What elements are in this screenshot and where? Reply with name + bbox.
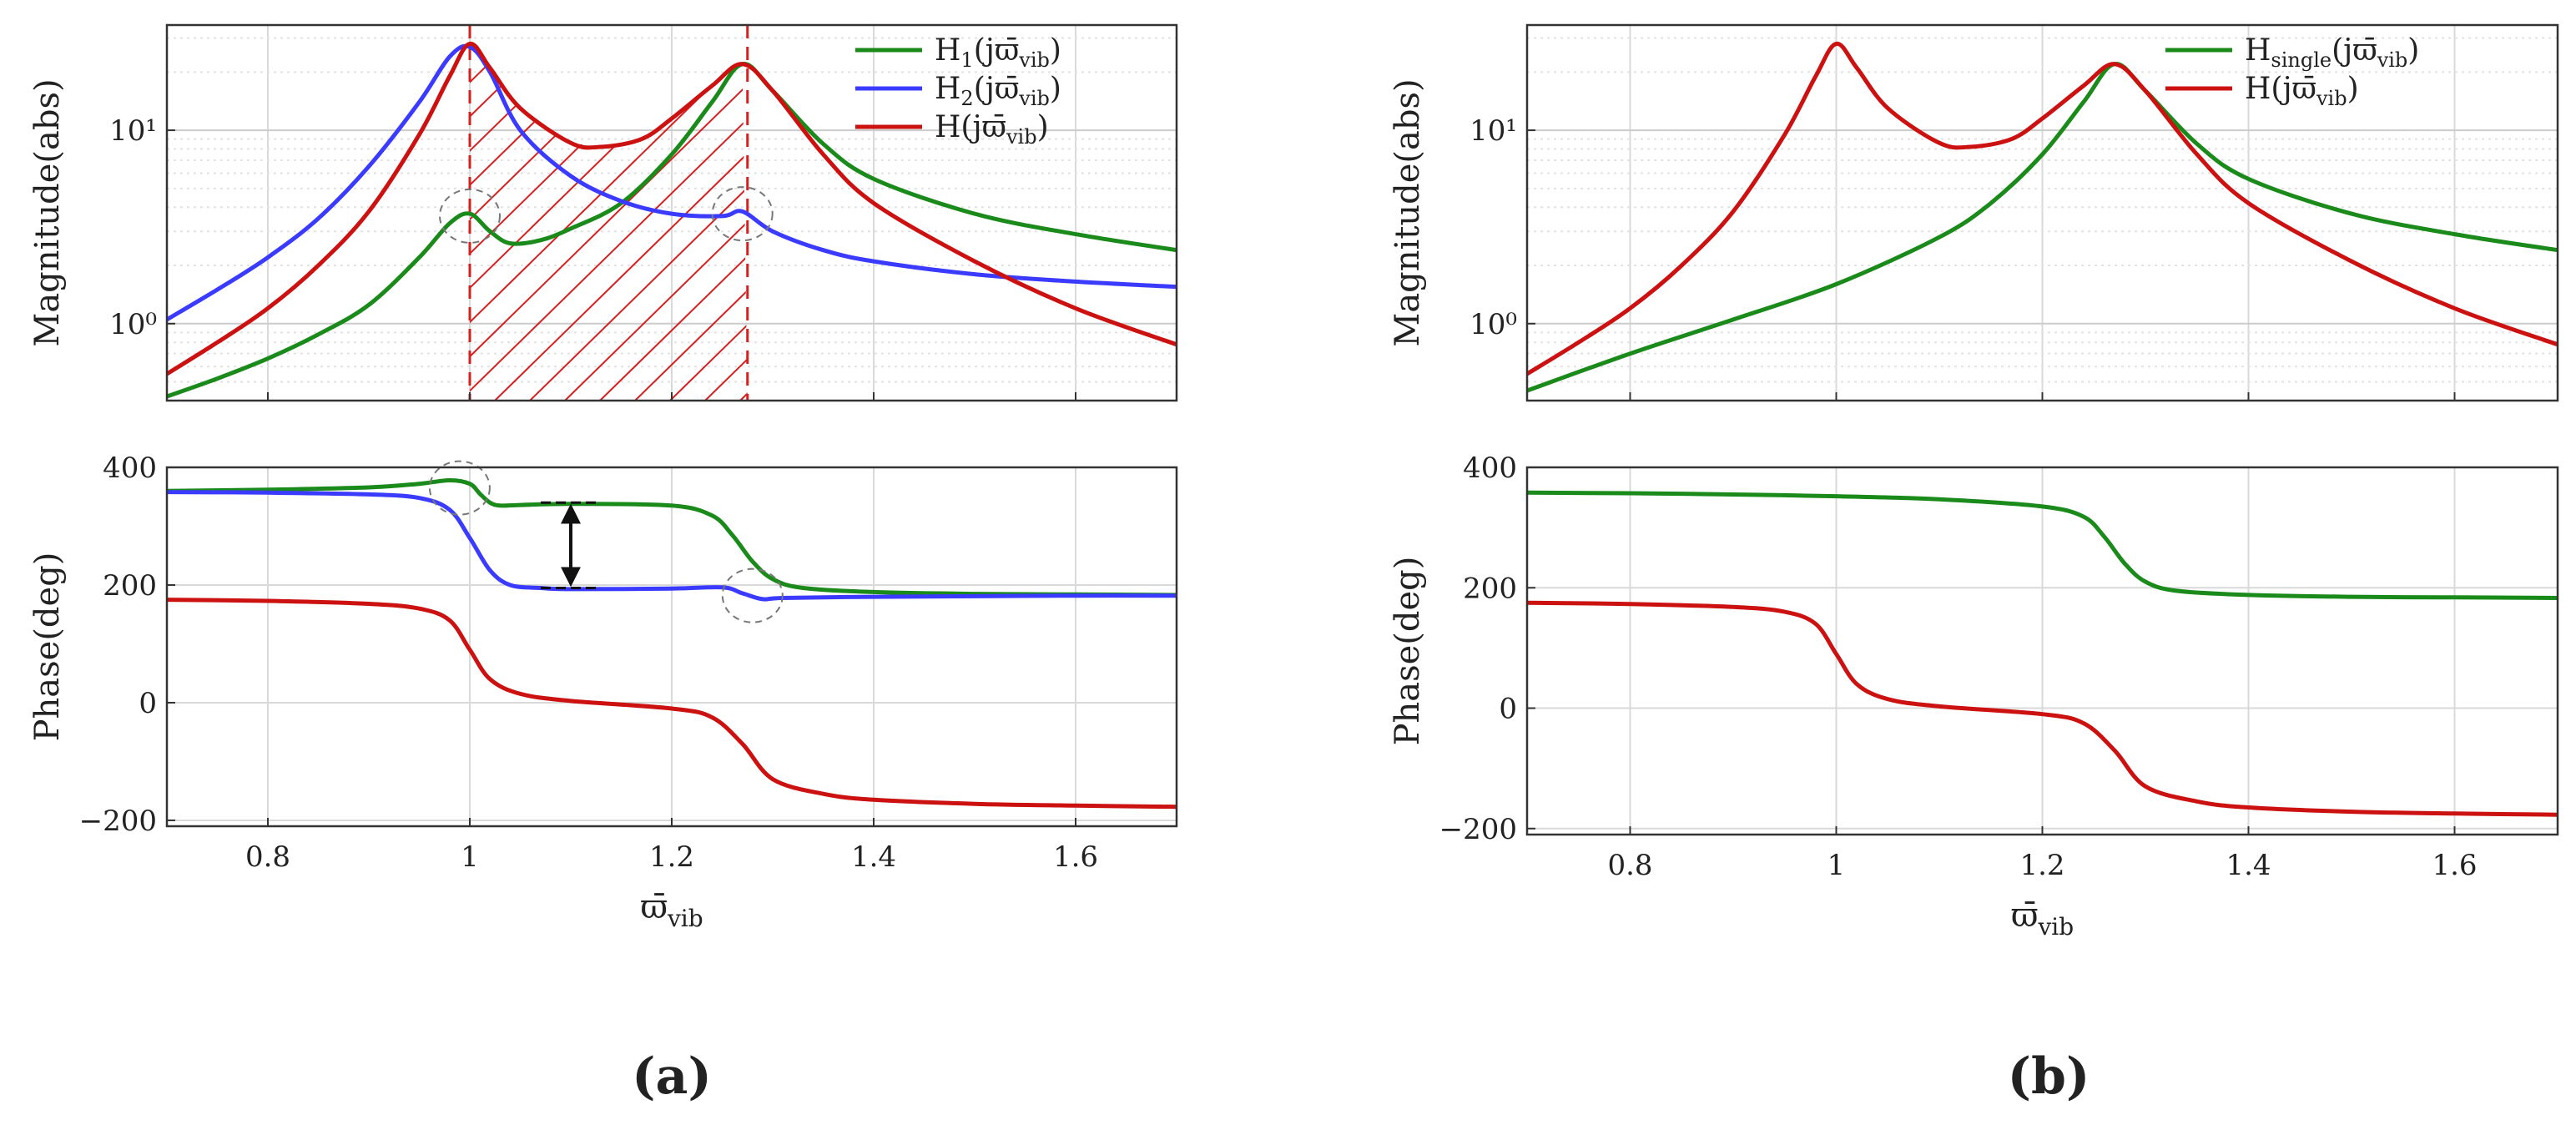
x-tick-label: 1.2 bbox=[649, 840, 694, 874]
hatch-line bbox=[470, 43, 748, 401]
highlight-circle bbox=[721, 568, 784, 623]
panel-b: 10⁰ 10¹ Magnitude(abs) Hsingle(jϖ̄vib)H(jϖ̄… bbox=[1389, 23, 2559, 1106]
y-tick-label: 200 bbox=[103, 569, 157, 603]
hatch-line bbox=[564, 43, 748, 401]
b-phase-series bbox=[1527, 490, 2558, 817]
y-tick-label: 10⁰ bbox=[1469, 308, 1517, 341]
x-tick-label: 0.8 bbox=[245, 840, 290, 874]
legend-entry: H2(jϖ̄vib) bbox=[935, 72, 1061, 110]
hatch-line bbox=[74, 25, 458, 401]
hatch-line bbox=[529, 43, 748, 401]
a-phase-ylabel: Phase(deg) bbox=[28, 552, 67, 742]
x-tick-label: 1.2 bbox=[2019, 849, 2064, 882]
y-tick-label: −200 bbox=[79, 805, 157, 838]
a-mag-series bbox=[167, 42, 1177, 399]
legend-entry: Hsingle(jϖ̄vib) bbox=[2245, 33, 2419, 72]
x-tick-label: 1.4 bbox=[2226, 849, 2271, 882]
hatch-line bbox=[599, 43, 748, 401]
y-tick-label: 10¹ bbox=[1469, 114, 1517, 148]
y-tick-label: 400 bbox=[103, 452, 157, 485]
hatch-line bbox=[470, 43, 704, 401]
legend-entry: H1(jϖ̄vib) bbox=[935, 33, 1061, 72]
series-line-1 bbox=[1527, 600, 2558, 817]
b-mag-ylabel: Magnitude(abs) bbox=[1389, 78, 1427, 346]
b-phase-ylabel: Phase(deg) bbox=[1389, 557, 1427, 746]
b-phase-xlabel: ϖ̄vib bbox=[2011, 896, 2074, 941]
panel-a-phase-plot: 0.8 1 1.2 1.4 1.6 400 200 0 −200 Phase(deg) ϖ̄vib bbox=[28, 452, 1178, 932]
hatch-line bbox=[1126, 25, 1510, 401]
a-mag-ylabel: Magnitude(abs) bbox=[28, 78, 67, 346]
x-tick-label: 1.4 bbox=[851, 840, 896, 874]
a-phase-series bbox=[167, 478, 1177, 810]
highlight-circle bbox=[439, 188, 501, 244]
hatch-line bbox=[739, 43, 748, 401]
hatch-line bbox=[494, 43, 748, 401]
hatch-line bbox=[470, 43, 748, 401]
a-phase-grid bbox=[167, 467, 1177, 826]
y-tick-label: 400 bbox=[1463, 452, 1517, 485]
b-mag-grid bbox=[1527, 25, 2558, 401]
a-phase-xlabel: ϖ̄vib bbox=[640, 888, 703, 932]
series-line-0 bbox=[1527, 490, 2558, 600]
series-line-2 bbox=[167, 42, 1177, 376]
panel-a: 10⁰ 10¹ Magnitude(abs) H1(jϖ̄vib)H2(jϖ̄vib)… bbox=[28, 23, 1580, 1106]
panel-b-phase-plot: 0.8 1 1.2 1.4 1.6 400 200 0 −200 Phase(deg) ϖ̄vib bbox=[1389, 452, 2559, 941]
series-line-0 bbox=[167, 478, 1177, 598]
y-tick-label: −200 bbox=[1439, 813, 1517, 846]
highlight-circle bbox=[428, 460, 491, 516]
series-line-1 bbox=[167, 490, 1177, 602]
hatch-line bbox=[1021, 25, 1404, 401]
series-line-0 bbox=[167, 62, 1177, 399]
hatch-line bbox=[634, 43, 748, 401]
y-tick-label: 0 bbox=[139, 687, 157, 720]
hatch-line bbox=[1196, 25, 1580, 401]
legend-entry: H(jϖ̄vib) bbox=[2245, 72, 2359, 110]
series-line-2 bbox=[167, 598, 1177, 810]
hatch-line bbox=[470, 43, 599, 401]
b-mag-series bbox=[1527, 42, 2558, 393]
panel-label-a: (a) bbox=[632, 1047, 712, 1106]
hatch-line bbox=[470, 43, 669, 401]
y-tick-label: 10⁰ bbox=[109, 308, 157, 341]
panel-a-magnitude-plot: 10⁰ 10¹ Magnitude(abs) H1(jϖ̄vib)H2(jϖ̄vib)… bbox=[28, 23, 1580, 402]
y-tick-label: 200 bbox=[1463, 572, 1517, 605]
hatch-line bbox=[470, 43, 634, 401]
b-mag-legend: Hsingle(jϖ̄vib)H(jϖ̄vib) bbox=[2165, 33, 2419, 110]
hatch-region bbox=[74, 25, 1580, 401]
hatch-line bbox=[1056, 25, 1439, 401]
y-tick-label: 0 bbox=[1499, 693, 1517, 726]
b-phase-grid bbox=[1527, 467, 2558, 835]
hatch-line bbox=[669, 43, 748, 401]
panel-b-magnitude-plot: 10⁰ 10¹ Magnitude(abs) Hsingle(jϖ̄vib)H(jϖ̄… bbox=[1389, 23, 2559, 402]
hatch-line bbox=[1161, 25, 1545, 401]
x-tick-label: 1 bbox=[1827, 849, 1846, 882]
x-tick-label: 1.6 bbox=[2432, 849, 2477, 882]
y-tick-label: 10¹ bbox=[109, 114, 157, 148]
legend-entry: H(jϖ̄vib) bbox=[935, 110, 1049, 149]
series-line-1 bbox=[1527, 42, 2558, 376]
series-line-1 bbox=[167, 43, 1177, 322]
hatch-line bbox=[470, 43, 564, 401]
highlight-circle bbox=[711, 186, 774, 242]
x-tick-label: 0.8 bbox=[1607, 849, 1652, 882]
x-tick-label: 1.6 bbox=[1053, 840, 1098, 874]
panel-label-b: (b) bbox=[2008, 1047, 2090, 1106]
x-tick-label: 1 bbox=[461, 840, 479, 874]
series-line-0 bbox=[1527, 62, 2558, 393]
a-mag-legend: H1(jϖ̄vib)H2(jϖ̄vib)H(jϖ̄vib) bbox=[855, 33, 1061, 149]
